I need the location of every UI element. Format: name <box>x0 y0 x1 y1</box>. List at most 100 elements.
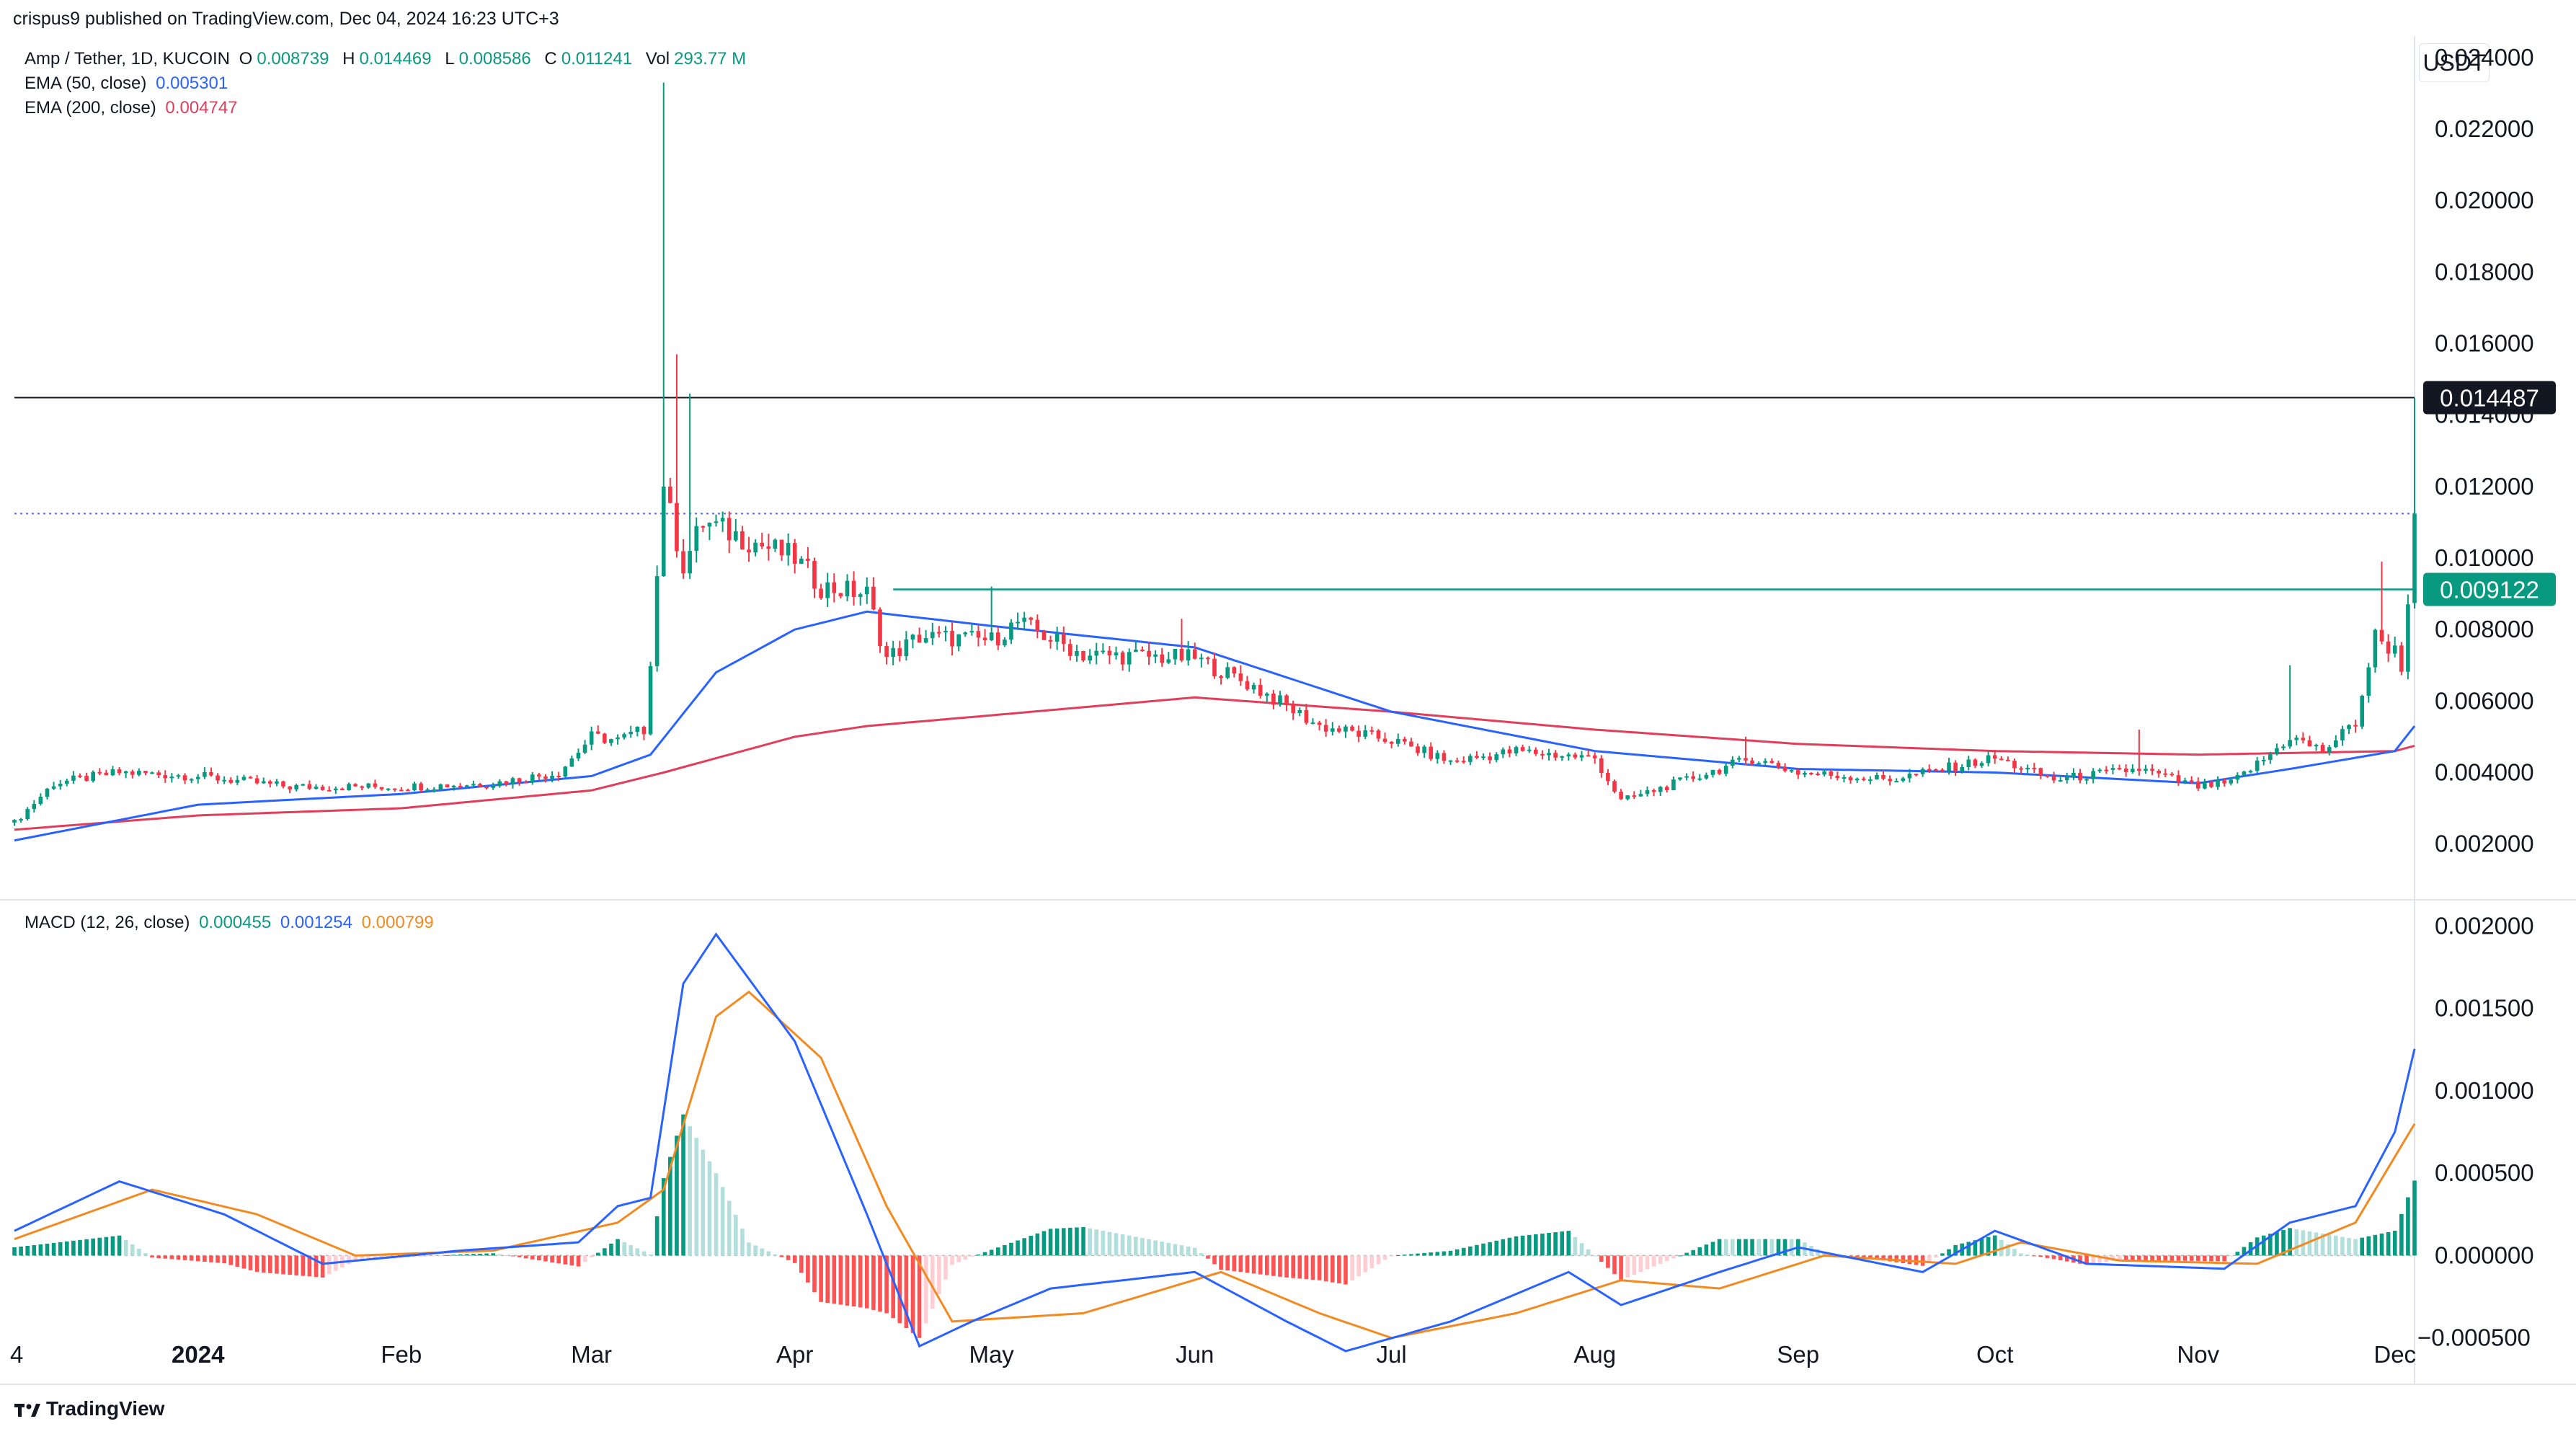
candle[interactable] <box>1947 758 1951 775</box>
candle[interactable] <box>603 733 607 744</box>
candle[interactable] <box>806 547 810 568</box>
candle[interactable] <box>314 784 319 790</box>
candle[interactable] <box>1514 746 1519 756</box>
candle[interactable] <box>1540 750 1545 760</box>
candle[interactable] <box>497 779 502 788</box>
candle[interactable] <box>1960 764 1965 774</box>
candle[interactable] <box>386 788 391 791</box>
candle[interactable] <box>373 779 378 789</box>
candle[interactable] <box>878 607 882 653</box>
candle[interactable] <box>241 774 247 781</box>
candle[interactable] <box>1494 752 1499 763</box>
candle[interactable] <box>714 514 719 527</box>
candle[interactable] <box>2091 768 2095 784</box>
candle[interactable] <box>760 532 765 549</box>
candle[interactable] <box>1606 769 1610 785</box>
candle[interactable] <box>1330 722 1335 736</box>
price-pane[interactable] <box>12 82 2417 842</box>
candle[interactable] <box>1776 760 1781 769</box>
candle[interactable] <box>1101 643 1106 655</box>
candle[interactable] <box>2130 764 2135 774</box>
candle[interactable] <box>1395 733 1400 747</box>
candle[interactable] <box>1061 626 1066 652</box>
candle[interactable] <box>222 776 226 784</box>
candle[interactable] <box>51 782 56 790</box>
candle[interactable] <box>1829 769 1834 779</box>
candle[interactable] <box>851 571 856 606</box>
symbol-label[interactable]: Amp / Tether, 1D, KUCOIN <box>25 49 230 68</box>
candle[interactable] <box>1927 764 1932 774</box>
candle[interactable] <box>45 787 50 800</box>
candle[interactable] <box>681 539 685 579</box>
candle[interactable] <box>1435 750 1440 764</box>
candle[interactable] <box>399 787 404 792</box>
candle[interactable] <box>569 755 574 767</box>
candle[interactable] <box>2275 743 2279 756</box>
candle[interactable] <box>1461 756 1466 764</box>
candle[interactable] <box>1586 750 1591 757</box>
candle[interactable] <box>1560 756 1565 761</box>
candle[interactable] <box>1966 756 1971 771</box>
candle[interactable] <box>137 768 141 777</box>
candle[interactable] <box>884 642 889 665</box>
candle[interactable] <box>1875 772 1879 780</box>
candle[interactable] <box>1382 733 1387 744</box>
candle[interactable] <box>1520 744 1525 752</box>
candle[interactable] <box>1612 779 1617 794</box>
candle[interactable] <box>2268 751 2273 764</box>
candle[interactable] <box>1638 789 1643 797</box>
candle[interactable] <box>254 774 259 785</box>
candle[interactable] <box>2123 764 2128 777</box>
ema50-legend[interactable]: EMA (50, close) 0.005301 <box>25 74 228 93</box>
candle[interactable] <box>2110 764 2115 775</box>
candle[interactable] <box>641 725 647 740</box>
macd-signal-line[interactable] <box>14 990 2416 1340</box>
candle[interactable] <box>1107 646 1112 665</box>
candle[interactable] <box>923 629 928 644</box>
candle[interactable] <box>523 780 528 784</box>
candle[interactable] <box>1592 752 1597 764</box>
candle[interactable] <box>195 774 200 784</box>
candle[interactable] <box>2248 769 2253 774</box>
candle[interactable] <box>1468 753 1473 766</box>
candle[interactable] <box>1238 665 1243 686</box>
candle[interactable] <box>1619 789 1623 800</box>
candle[interactable] <box>1192 642 1197 660</box>
candle[interactable] <box>228 777 234 784</box>
candle[interactable] <box>2064 772 2069 784</box>
candle[interactable] <box>982 629 987 646</box>
candle[interactable] <box>1697 774 1702 781</box>
candle[interactable] <box>1566 752 1571 761</box>
candle[interactable] <box>1684 773 1689 781</box>
candle[interactable] <box>1803 771 1807 778</box>
candle[interactable] <box>799 556 804 565</box>
candle[interactable] <box>1088 649 1092 664</box>
candle[interactable] <box>419 782 423 793</box>
candle[interactable] <box>576 748 581 761</box>
candle[interactable] <box>2006 756 2010 762</box>
candle[interactable] <box>595 725 600 735</box>
candle[interactable] <box>1251 682 1256 694</box>
candle[interactable] <box>110 766 115 777</box>
candle[interactable] <box>1671 777 1676 791</box>
candle[interactable] <box>563 766 568 778</box>
candle[interactable] <box>1206 656 1210 665</box>
candle[interactable] <box>1888 775 1892 786</box>
candle[interactable] <box>275 779 279 787</box>
candle[interactable] <box>2314 743 2319 751</box>
candle[interactable] <box>353 783 357 787</box>
candle[interactable] <box>1625 795 1630 801</box>
candle[interactable] <box>1140 646 1145 652</box>
candle[interactable] <box>2406 594 2410 680</box>
candle[interactable] <box>484 786 489 790</box>
candle[interactable] <box>1547 748 1551 761</box>
candle[interactable] <box>1016 612 1020 630</box>
candle[interactable] <box>1756 761 1761 765</box>
candle[interactable] <box>1534 747 1538 756</box>
candle[interactable] <box>366 783 371 789</box>
candle[interactable] <box>97 768 102 776</box>
candle[interactable] <box>1855 777 1860 783</box>
candle[interactable] <box>1651 788 1656 797</box>
candle[interactable] <box>2320 742 2325 753</box>
candle[interactable] <box>504 781 509 787</box>
